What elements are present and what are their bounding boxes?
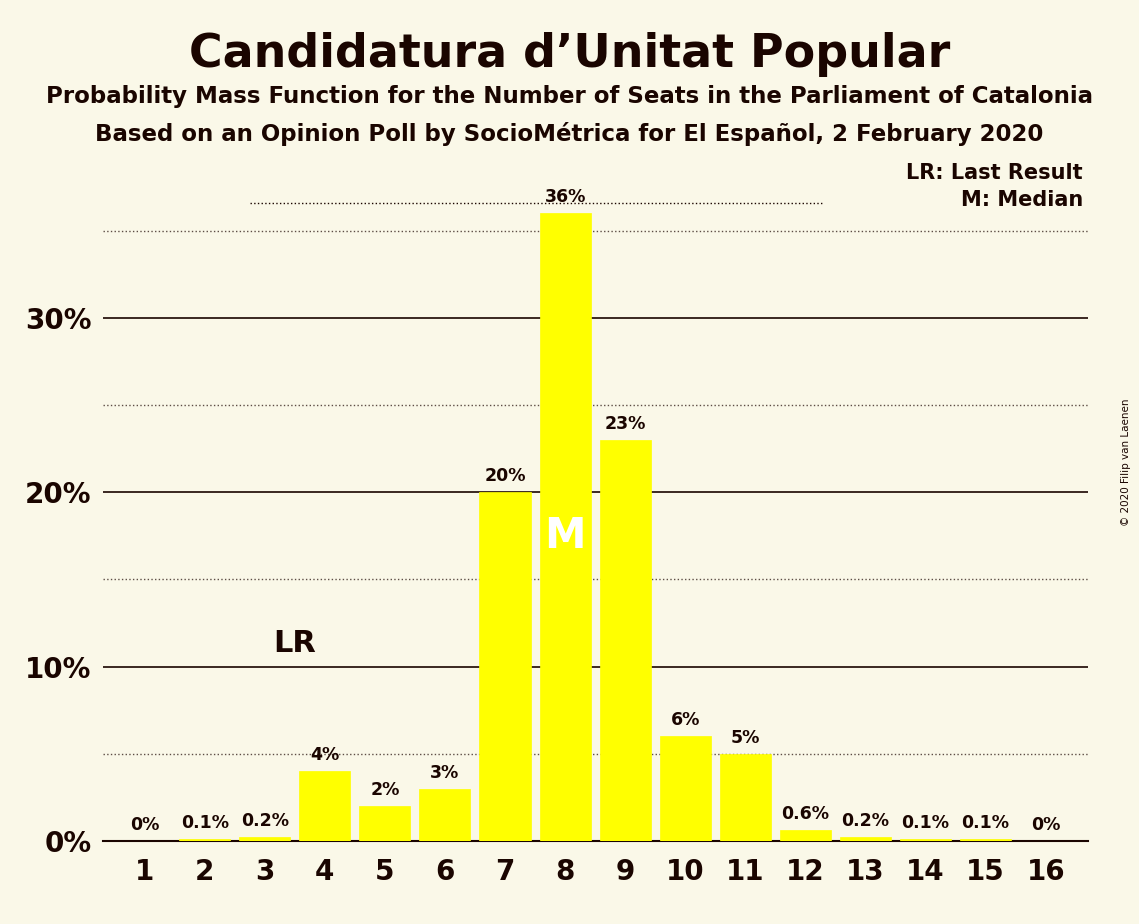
Bar bbox=[839, 837, 891, 841]
Bar bbox=[359, 806, 410, 841]
Text: 2%: 2% bbox=[370, 781, 400, 799]
Bar bbox=[780, 831, 831, 841]
Text: 0.1%: 0.1% bbox=[181, 814, 229, 833]
Text: LR: Last Result: LR: Last Result bbox=[907, 163, 1083, 183]
Text: Candidatura d’Unitat Popular: Candidatura d’Unitat Popular bbox=[189, 32, 950, 78]
Bar bbox=[480, 492, 531, 841]
Bar bbox=[900, 839, 951, 841]
Bar bbox=[239, 837, 290, 841]
Text: 6%: 6% bbox=[671, 711, 700, 729]
Text: 0.1%: 0.1% bbox=[902, 814, 950, 833]
Bar bbox=[540, 213, 591, 841]
Bar bbox=[179, 839, 230, 841]
Bar bbox=[659, 736, 711, 841]
Text: 0.2%: 0.2% bbox=[240, 812, 288, 831]
Bar bbox=[599, 440, 650, 841]
Bar bbox=[720, 754, 771, 841]
Text: 0.6%: 0.6% bbox=[781, 806, 829, 823]
Text: © 2020 Filip van Laenen: © 2020 Filip van Laenen bbox=[1121, 398, 1131, 526]
Text: 23%: 23% bbox=[605, 415, 646, 433]
Text: 3%: 3% bbox=[431, 763, 459, 782]
Text: Based on an Opinion Poll by SocioMétrica for El Español, 2 February 2020: Based on an Opinion Poll by SocioMétrica… bbox=[96, 122, 1043, 146]
Text: 5%: 5% bbox=[730, 729, 760, 747]
Text: 0%: 0% bbox=[1031, 816, 1060, 833]
Bar bbox=[419, 788, 470, 841]
Text: 4%: 4% bbox=[310, 747, 339, 764]
Bar bbox=[300, 772, 351, 841]
Text: 36%: 36% bbox=[544, 188, 585, 206]
Text: 0%: 0% bbox=[130, 816, 159, 833]
Text: 0.1%: 0.1% bbox=[961, 814, 1009, 833]
Text: 20%: 20% bbox=[484, 468, 526, 485]
Text: 0.2%: 0.2% bbox=[842, 812, 890, 831]
Text: Probability Mass Function for the Number of Seats in the Parliament of Catalonia: Probability Mass Function for the Number… bbox=[46, 85, 1093, 108]
Bar bbox=[960, 839, 1011, 841]
Text: M: M bbox=[544, 515, 585, 557]
Text: LR: LR bbox=[273, 629, 317, 658]
Text: M: Median: M: Median bbox=[960, 190, 1083, 211]
